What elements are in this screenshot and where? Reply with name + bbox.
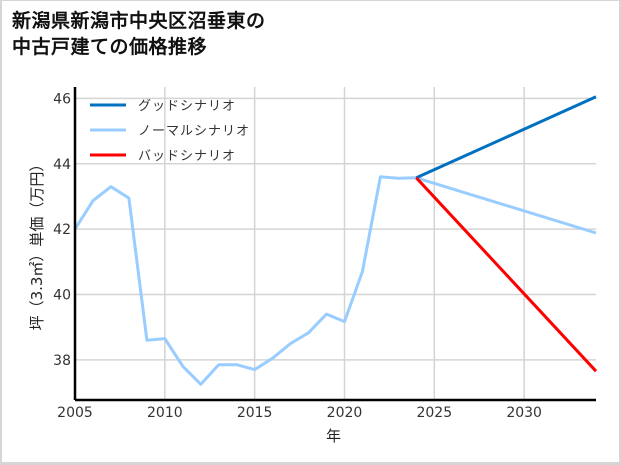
legend-label: ノーマルシナリオ — [138, 124, 250, 139]
y-tick-label: 40 — [53, 287, 71, 303]
x-tick-label: 2010 — [147, 405, 183, 421]
x-tick-label: 2030 — [506, 405, 542, 421]
x-tick-label: 2015 — [237, 405, 273, 421]
series-line — [415, 95, 597, 180]
x-tick-label: 2005 — [57, 405, 93, 421]
axes: 2005 2010 2015 2020 2025 2030 38 40 42 44 46 — [53, 87, 596, 421]
x-tick-label: 2025 — [416, 405, 452, 421]
chart-title-line2: 中古戸建ての価格推移 — [12, 36, 208, 58]
x-tick-label: 2020 — [327, 405, 363, 421]
series-line — [73, 175, 597, 386]
data-series — [73, 95, 598, 386]
chart-title-line1: 新潟県新潟市中央区沼垂東の — [12, 10, 266, 32]
legend-label: バッドシナリオ — [138, 149, 236, 164]
y-tick-label: 38 — [53, 353, 71, 369]
y-tick-label: 46 — [53, 91, 71, 107]
legend-label: グッドシナリオ — [138, 99, 236, 114]
x-axis-label: 年 — [326, 427, 341, 445]
chart-title: 新潟県新潟市中央区沼垂東の 中古戸建ての価格推移 — [12, 8, 266, 60]
y-axis-label: 坪（3.3㎡）単価（万円） — [28, 157, 46, 331]
y-tick-label: 42 — [53, 222, 71, 238]
series-line — [415, 176, 598, 373]
y-tick-label: 44 — [53, 157, 71, 173]
